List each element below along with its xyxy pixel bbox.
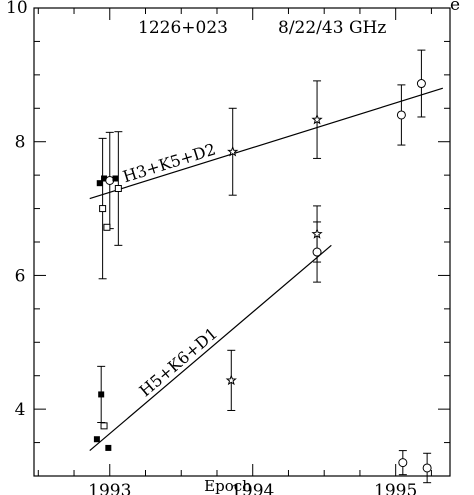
- marker-star: [311, 228, 323, 239]
- y-top-label: 10: [6, 0, 28, 18]
- x-tick-label: 1994: [231, 481, 274, 495]
- marker-star: [227, 145, 239, 157]
- data-markers: [93, 79, 432, 473]
- x-tick-label: 1993: [88, 481, 131, 495]
- fit-line: [89, 244, 332, 452]
- marker-filled-square: [93, 436, 100, 443]
- fit-line: [89, 87, 444, 200]
- fit-lines: [89, 87, 444, 452]
- marker-open-square: [114, 185, 122, 193]
- marker-open-circle: [416, 79, 426, 89]
- marker-open-square: [100, 422, 108, 430]
- marker-star: [311, 113, 323, 125]
- axis-ticks: [34, 7, 450, 477]
- marker-open-circle: [396, 110, 406, 120]
- x-axis-title: Epoch: [204, 477, 252, 495]
- marker-filled-square: [98, 391, 105, 398]
- y-tick-label: 8: [15, 133, 26, 153]
- marker-filled-square: [105, 444, 112, 451]
- marker-filled-square: [101, 175, 108, 182]
- marker-open-square: [103, 223, 111, 231]
- marker-open-circle: [312, 247, 322, 257]
- marker-star: [225, 374, 237, 386]
- marker-filled-square: [96, 180, 103, 187]
- marker-open-square: [99, 205, 107, 213]
- marker-open-circle: [398, 458, 408, 468]
- frequency-annotation: 8/22/43 GHz: [278, 18, 386, 38]
- x-tick-label: 1995: [374, 481, 417, 495]
- y-tick-label: 4: [15, 400, 26, 420]
- corner-letter-annotation: e: [450, 0, 460, 15]
- tick-labels: 1993 1994 1995 4 6 8: [15, 133, 418, 495]
- source-name-annotation: 1226+023: [138, 18, 228, 38]
- marker-filled-square: [112, 175, 119, 182]
- marker-open-circle: [422, 463, 432, 473]
- y-tick-label: 6: [15, 266, 26, 286]
